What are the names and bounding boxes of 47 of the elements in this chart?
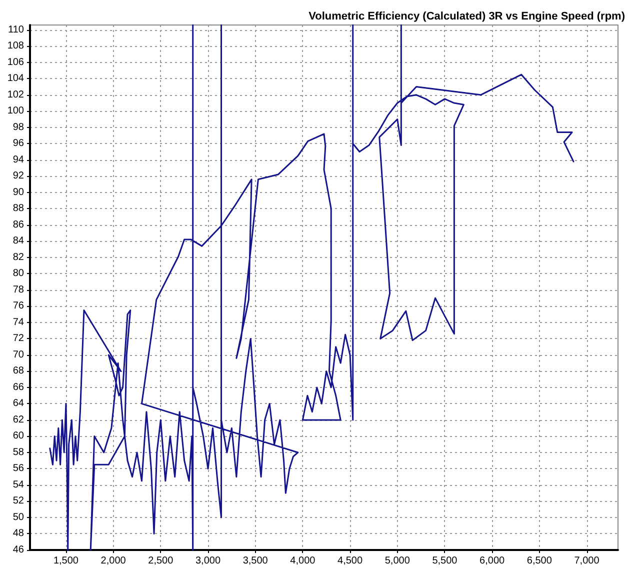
x-tick-label: 4,000 [290,556,316,566]
line-series [49,24,574,551]
y-tick-label: 110 [8,24,24,36]
y-tick-label: 48 [12,528,24,540]
y-tick-label: 74 [12,316,24,328]
x-tick-label: 5,500 [432,556,458,566]
y-tick-label: 106 [7,56,24,68]
x-tick-label: 6,500 [526,556,552,566]
x-tick-label: 6,000 [480,556,506,566]
x-tick-label: 1,500 [53,556,79,566]
x-tick-label: 3,500 [242,556,268,566]
x-tick-label: 7,000 [574,556,600,566]
y-tick-label: 52 [12,496,24,507]
y-tick-label: 96 [12,138,24,150]
y-tick-label: 78 [12,284,24,296]
y-tick-label: 80 [12,268,24,280]
y-tick-label: 86 [12,219,24,230]
x-tick-label: 2,000 [100,556,126,566]
y-tick-label: 46 [12,544,24,556]
y-tick-label: 64 [12,398,24,410]
y-tick-label: 90 [12,186,24,198]
chart-title: Volumetric Efficiency (Calculated) 3R vs Engine Speed (rpm) [308,10,626,22]
y-tick-label: 76 [12,300,24,312]
y-tick-label: 56 [12,463,24,474]
y-tick-label: 92 [12,170,24,182]
y-tick-label: 94 [12,154,24,166]
y-tick-label: 72 [12,333,24,344]
y-tick-label: 100 [7,106,24,117]
y-tick-label: 98 [12,122,24,133]
x-tick-label: 4,500 [338,556,363,566]
y-tick-label: 54 [12,479,24,490]
y-tick-label: 68 [12,366,24,377]
y-tick-label: 102 [7,89,24,100]
x-tick-label: 2,500 [148,556,174,566]
y-tick-label: 108 [7,40,24,52]
y-tick-label: 84 [12,236,24,247]
y-tick-label: 62 [12,414,24,426]
y-tick-label: 70 [12,349,24,360]
y-tick-label: 88 [12,203,24,214]
y-tick-label: 66 [12,382,24,393]
y-tick-label: 60 [12,430,24,442]
x-tick-label: 5,000 [384,556,410,566]
y-tick-label: 82 [12,252,24,263]
y-tick-label: 58 [12,446,24,458]
y-tick-label: 50 [12,512,24,523]
x-tick-label: 3,000 [195,556,221,566]
y-tick-label: 104 [7,73,24,84]
